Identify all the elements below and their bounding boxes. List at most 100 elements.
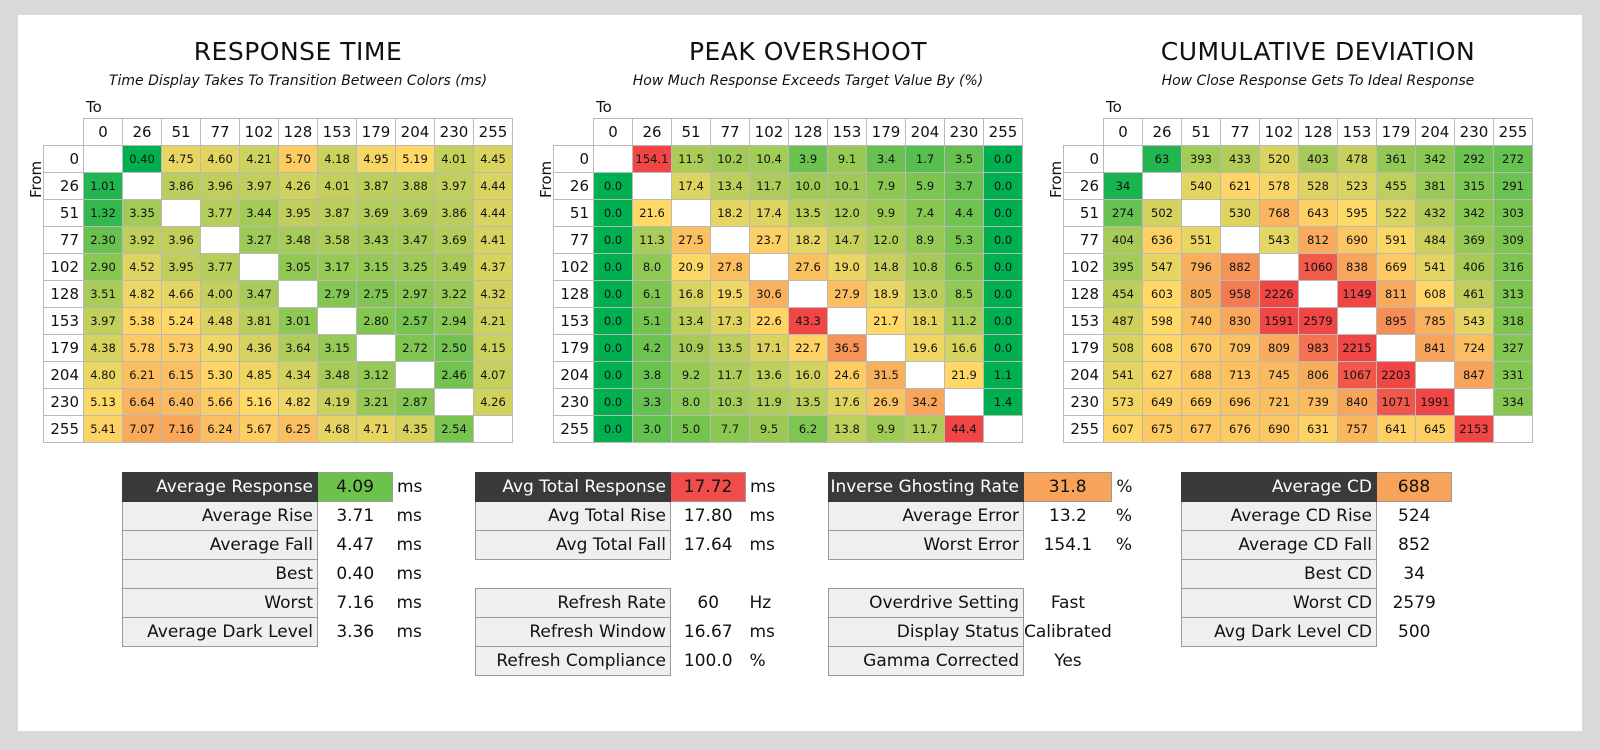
heatmap-cell: 318 (1493, 307, 1533, 335)
heatmap-cell: 2.90 (83, 253, 123, 281)
heatmap-cell: 18.2 (710, 199, 750, 227)
column-header: 230 (434, 118, 474, 146)
heatmap-cell (161, 199, 201, 227)
table-row: 179 508 608 670 709 809 983 2215 841 724 327 (1063, 334, 1533, 362)
heatmap-cell (671, 199, 711, 227)
heatmap-cell: 4.2 (632, 334, 672, 362)
heatmap-cell: 2203 (1376, 361, 1416, 389)
heatmap-cell (944, 388, 984, 416)
heatmap-cell: 11.5 (671, 145, 711, 173)
heatmap-cell (1142, 172, 1182, 200)
table-row: 102 2.90 4.52 3.95 3.77 3.05 3.17 3.15 3.25 3.49 4… (43, 253, 513, 281)
stats-row: Avg Total Response 17.72 ms (475, 472, 795, 502)
heatmap-cell: 27.6 (788, 253, 828, 281)
stat-unit: % (1116, 477, 1133, 497)
heatmap-cell: 0.0 (983, 334, 1023, 362)
stat-value: 4.47 (336, 535, 375, 555)
heatmap-cell (593, 145, 633, 173)
column-header: 0 (83, 118, 123, 146)
heatmap-cell: 841 (1415, 334, 1455, 362)
heatmap-cell: 395 (1103, 253, 1143, 281)
heatmap-cell (788, 280, 828, 308)
stat-unit: % (1115, 506, 1133, 526)
heatmap-cell: 0.0 (593, 280, 633, 308)
stat-unit (1112, 618, 1161, 647)
heatmap-cell: 7.7 (710, 415, 750, 443)
table-row: 153 487 598 740 830 1591 2579 895 785 543 318 (1063, 307, 1533, 335)
heatmap-cell: 3.0 (632, 415, 672, 443)
heatmap-cell: 3.7 (944, 172, 984, 200)
stats-row (829, 560, 1161, 589)
stat-value: 524 (1398, 506, 1431, 527)
row-header: 0 (553, 145, 594, 173)
heatmap-cell: 785 (1415, 307, 1455, 335)
heatmap-cell (1220, 226, 1260, 254)
heatmap-cell: 5.3 (944, 226, 984, 254)
heatmap-cell: 591 (1376, 226, 1416, 254)
heatmap-cell: 1.01 (83, 172, 123, 200)
stat-unit (1452, 531, 1501, 560)
heatmap-cell (905, 361, 945, 389)
heatmap-cell: 551 (1181, 226, 1221, 254)
heatmap-cell: 7.16 (161, 415, 201, 443)
heatmap-cell: 3.8 (632, 361, 672, 389)
heatmap-cell: 3.97 (83, 307, 123, 335)
heatmap-cell: 3.15 (317, 334, 357, 362)
heatmap-cell: 796 (1181, 253, 1221, 281)
row-header: 128 (1063, 280, 1104, 308)
heatmap-cell: 9.1 (827, 145, 867, 173)
heatmap-cell: 3.87 (317, 199, 357, 227)
heatmap-cell: 24.6 (827, 361, 867, 389)
heatmap-cell: 696 (1220, 388, 1260, 416)
stat-value: 3.36 (336, 622, 375, 642)
heatmap-cell: 5.66 (200, 388, 240, 416)
stats-row: Average CD Rise 524 (1181, 501, 1501, 531)
heatmap-cell: 11.9 (749, 388, 789, 416)
heatmap-cell: 12.0 (827, 199, 867, 227)
row-header: 255 (43, 415, 84, 443)
heatmap-cell: 1.4 (983, 388, 1023, 416)
stat-unit: ms (396, 506, 422, 526)
heatmap-cell: 8.0 (671, 388, 711, 416)
heatmap-cell: 3.95 (278, 199, 318, 227)
table-row: 179 4.38 5.78 5.73 4.90 4.36 3.64 3.15 2.72 2.50 4… (43, 334, 513, 362)
heatmap-cell: 607 (1103, 415, 1143, 443)
heatmap-cell: 361 (1376, 145, 1416, 173)
heatmap-cell: 7.4 (905, 199, 945, 227)
row-header: 179 (1063, 334, 1104, 362)
heatmap-cell: 17.1 (749, 334, 789, 362)
heatmap-cell: 768 (1259, 199, 1299, 227)
heatmap-cell: 6.2 (788, 415, 828, 443)
heatmap-cell: 18.2 (788, 226, 828, 254)
stat-label: Average Dark Level (122, 617, 318, 647)
heatmap-cell: 3.92 (122, 226, 162, 254)
heatmap-cell: 331 (1493, 361, 1533, 389)
heatmap-cell: 645 (1415, 415, 1455, 443)
stats-row: Avg Total Rise 17.80 ms (475, 501, 795, 531)
heatmap-cell: 63 (1142, 145, 1182, 173)
column-header: 0 (593, 118, 633, 146)
panel-title: PEAK OVERSHOOT (688, 37, 928, 66)
heatmap-cell: 3.43 (356, 226, 396, 254)
heatmap-cell (983, 415, 1023, 443)
heatmap-cell: 2.87 (395, 388, 435, 416)
heatmap-cell: 342 (1454, 199, 1494, 227)
heatmap-cell: 26.9 (866, 388, 906, 416)
table-row: 77 0.0 11.3 27.5 23.7 18.2 14.7 12.0 8.9 5.3 0.0 (553, 226, 1023, 254)
heatmap-cell: 643 (1298, 199, 1338, 227)
row-header: 153 (553, 307, 594, 335)
heatmap-table: 0 26 51 77 102 128 153 179 204 230 255 0 0.40 4.75 4.6… (43, 118, 513, 443)
heatmap-cell: 631 (1298, 415, 1338, 443)
heatmap-cell: 713 (1220, 361, 1260, 389)
heatmap-cell: 2.57 (395, 307, 435, 335)
stat-value: 3.71 (336, 506, 375, 527)
to-axis-label: To (596, 98, 612, 116)
column-header: 255 (473, 118, 513, 146)
column-header: 204 (395, 118, 435, 146)
stats-row: Average Rise 3.71 ms (122, 501, 442, 531)
heatmap-cell: 272 (1493, 145, 1533, 173)
stat-value: 0.40 (336, 564, 375, 584)
heatmap-cell: 508 (1103, 334, 1143, 362)
heatmap-cell: 4.90 (200, 334, 240, 362)
heatmap-cell: 541 (1103, 361, 1143, 389)
